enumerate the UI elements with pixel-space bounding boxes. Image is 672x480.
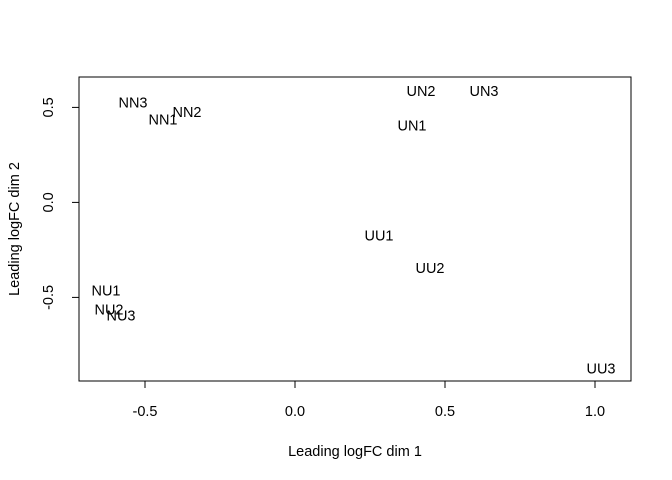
point-label-nu1: NU1 bbox=[91, 284, 120, 300]
x-tick-label: 0.5 bbox=[435, 404, 455, 420]
point-label-uu1: UU1 bbox=[364, 229, 393, 245]
x-tick-label: -0.5 bbox=[133, 404, 158, 420]
x-axis: -0.5 0.0 0.5 1.0 bbox=[133, 380, 605, 420]
point-label-un1: UN1 bbox=[397, 118, 426, 134]
point-label-nn2: NN2 bbox=[172, 105, 201, 121]
point-label-nn1: NN1 bbox=[148, 113, 177, 129]
point-label-nu2: NU2 bbox=[94, 303, 123, 319]
x-tick-label: 0.0 bbox=[285, 404, 305, 420]
point-label-nn3: NN3 bbox=[118, 96, 147, 112]
point-label-uu3: UU3 bbox=[586, 362, 615, 378]
point-label-un2: UN2 bbox=[406, 84, 435, 100]
y-axis-title: Leading logFC dim 2 bbox=[7, 162, 23, 296]
y-tick-label: 0.5 bbox=[41, 97, 57, 117]
y-tick-label: 0.0 bbox=[41, 192, 57, 212]
point-label-nu3: NU3 bbox=[106, 308, 135, 324]
x-axis-title: Leading logFC dim 1 bbox=[288, 444, 422, 460]
point-label-uu2: UU2 bbox=[415, 261, 444, 277]
y-axis: -0.5 0.0 0.5 bbox=[41, 97, 80, 310]
y-tick-label: -0.5 bbox=[41, 285, 57, 310]
point-label-un3: UN3 bbox=[469, 84, 498, 100]
x-tick-label: 1.0 bbox=[585, 404, 605, 420]
